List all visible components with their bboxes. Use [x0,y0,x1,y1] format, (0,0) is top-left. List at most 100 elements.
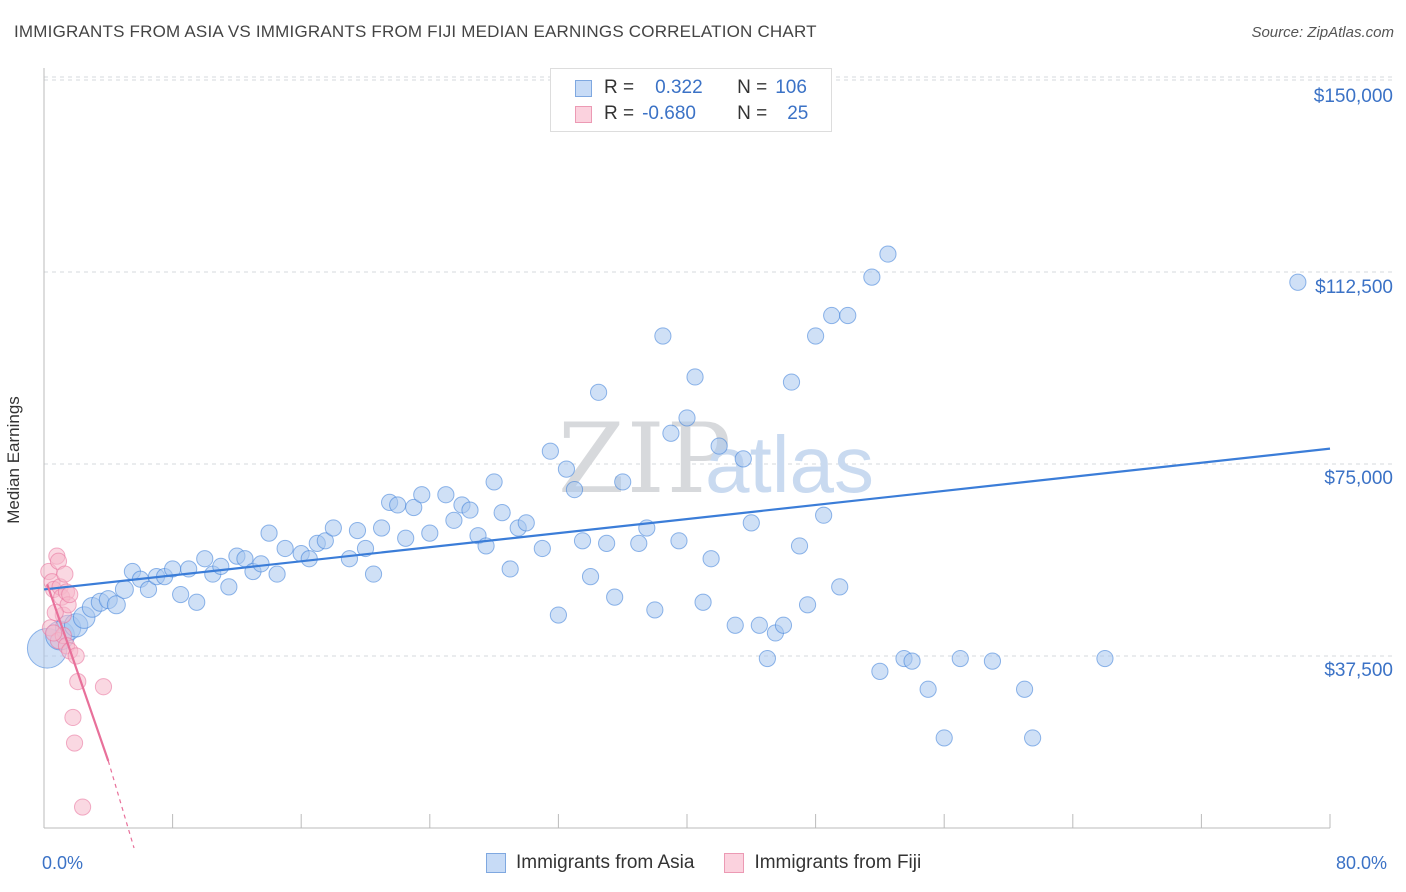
asia-point [445,511,463,529]
asia-point [951,649,969,668]
asia-point [364,565,383,583]
legend-swatch-asia [575,79,592,97]
legend-row-asia: R = 0.322 N = 106 [575,75,807,101]
fiji-point [73,798,92,816]
asia-point [565,481,584,499]
asia-point [654,327,672,345]
asia-point [541,442,559,460]
asia-point [742,514,760,532]
asia-point [517,514,535,532]
asia-point [252,555,270,573]
asia-point [589,383,608,401]
asia-point [614,473,632,491]
asia-point [710,437,728,455]
x-tick-label-max: 80.0% [1336,853,1388,873]
asia-point [798,596,817,614]
fiji-point [64,708,82,727]
asia-point [790,537,809,555]
asia-point [662,424,680,442]
asia-trend-line [43,447,1331,591]
asia-point [670,532,688,550]
legend-r-value: -0.680 [642,103,696,124]
asia-point [1289,273,1307,291]
asia-point [871,662,889,680]
asia-point [726,616,744,634]
asia-point [421,524,439,542]
fiji-point [45,624,63,642]
asia-point [405,498,423,517]
legend-row-fiji: R = -0.680 N = 25 [575,101,808,127]
asia-point [389,496,407,514]
asia-point [340,550,359,568]
asia-point [501,560,519,578]
asia-point [879,245,897,263]
legend-n-value: 25 [787,103,809,124]
asia-point [212,557,230,576]
asia-point [903,652,921,670]
fiji-point [94,678,113,696]
asia-point [172,585,190,604]
asia-point [260,524,278,542]
asia-point [581,568,600,586]
asia-point [807,327,825,345]
asia-point [485,473,503,491]
asia-point [646,601,664,619]
legend-swatch-fiji [575,105,592,123]
fiji-point [67,647,85,665]
series-label-fiji: Immigrants from Fiji [754,852,922,873]
asia-point [493,504,511,522]
asia-point [461,501,479,519]
asia-point [268,565,286,583]
asia-point [348,521,367,540]
asia-point [734,450,752,468]
asia-point [983,652,1002,670]
asia-point [831,578,849,596]
legend-n-value: 106 [775,77,807,98]
asia-point [863,268,881,286]
asia-point [750,616,768,634]
legend-n-label: N = [737,103,768,124]
legend-r-value: 0.322 [655,77,703,98]
y-tick-label: $150,000 [1313,86,1393,107]
asia-point [276,539,294,558]
series-swatch-asia [486,853,506,873]
asia-point [815,506,833,524]
y-tick-label: $112,500 [1315,277,1393,298]
series-legend-fiji[interactable]: Immigrants from Fiji [724,852,921,874]
asia-point [823,306,841,325]
watermark-zip: ZIP [558,403,733,515]
y-tick-label: $75,000 [1324,468,1393,489]
legend-r-label: R = [604,77,635,98]
asia-point [188,593,206,611]
source-label: Source: ZipAtlas.com [1251,24,1394,41]
asia-point [397,529,415,547]
legend-r-label: R = [604,103,635,124]
y-tick-label: $37,500 [1324,660,1393,681]
asia-point [437,486,455,504]
asia-point [139,580,158,599]
series-label-asia: Immigrants from Asia [516,852,695,873]
asia-point [196,550,214,568]
asia-point [935,729,953,747]
asia-point [220,578,238,596]
asia-point [1015,680,1034,698]
asia-point [372,519,391,537]
asia-point [316,532,334,550]
asia-point [678,409,696,427]
correlation-legend: R = 0.322 N = 106 R = -0.680 N = 25 [550,68,832,132]
watermark-atlas: atlas [705,420,874,509]
asia-point [598,534,616,552]
asia-point [549,606,568,624]
fiji-point [61,585,79,604]
x-tick-label-min: 0.0% [42,853,84,873]
fiji-point [56,565,74,583]
asia-point [1024,729,1042,747]
fiji-trend-extension [107,760,135,849]
asia-point [758,649,776,668]
series-legend-asia[interactable]: Immigrants from Asia [486,852,694,874]
asia-point [557,460,576,478]
asia-point [114,579,134,599]
asia-point [630,534,648,552]
asia-point [606,588,624,606]
asia-point [919,680,937,698]
